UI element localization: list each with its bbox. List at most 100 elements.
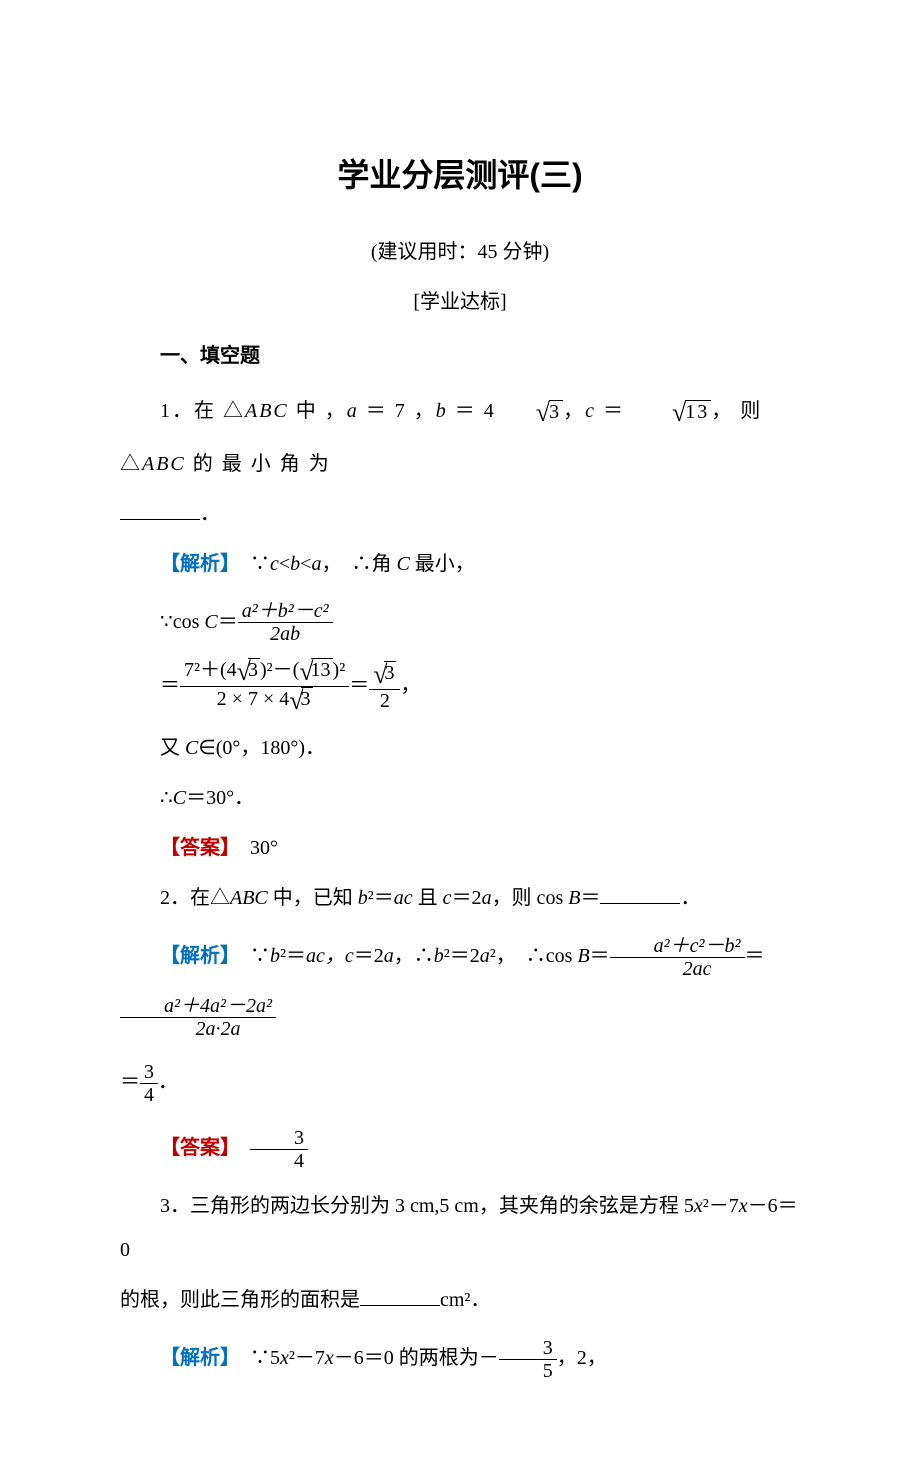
q2-an-b2: b [434,945,444,967]
q2-an-sq2: ²＝2 [444,945,480,967]
q2-frac3: 34 [140,1061,158,1106]
q2-frac1: a²＋c²－b²2ac [610,935,745,980]
answer-label-2: 【答案】 [160,1137,230,1159]
q2-an-B: B [577,945,589,967]
q3f1d: 5 [499,1360,557,1382]
q1-period: ． [200,503,220,525]
q3-stem-2: 的根，则此三角形的面积是cm²． [120,1278,800,1322]
q1-cos-line2: ＝7²＋(4√3)²－(√13)²2 × 7 × 4√3＝√32， [160,658,800,716]
eq-l2: ＝ [160,674,180,696]
q2-analysis-cont: ＝34． [120,1052,800,1112]
frac1-num: a²＋b²－c² [238,600,333,623]
q3-an-t2: ²－7 [289,1347,325,1369]
sqrt-13-a: √13 [632,384,711,441]
sqrt-3-a: √3 [496,384,563,441]
q1-mid1: 中 ， [289,401,347,423]
q3-frac1: 35 [499,1337,557,1382]
q2-eq2a: ＝2 [452,887,482,909]
l4-C: C [173,787,186,809]
q1-a: a [347,401,359,423]
q1-abc2: ABC [142,453,186,475]
q2-frac2: a²＋4a²－2a²2a·2a [120,995,276,1040]
q1-pre: 1．在 △ [160,401,245,423]
q2-answer: 【答案】 34 [120,1118,800,1178]
answer-label: 【答案】 [160,837,230,859]
q2-an-a2: a [480,945,490,967]
q1-b: b [436,401,448,423]
frac-2: 7²＋(4√3)²－(√13)²2 × 7 × 4√3 [180,658,349,716]
q1-c: c [585,401,596,423]
q2f1d: 2ac [610,958,745,980]
q2f3n: 3 [140,1061,158,1084]
q2-an-eq2a: ＝2 [354,945,384,967]
frac-3: √32 [369,661,400,713]
q1-cos-line1: ∵cos C＝a²＋b²－c²2ab [160,596,800,648]
q1-an-t2: ， ∴角 [321,553,396,575]
analysis-label-3: 【解析】 [160,1347,230,1369]
cos-pre: ∵cos [160,611,204,633]
q2-an-c: ，c [325,945,354,967]
q3-x2: x [739,1195,748,1217]
l3-C: C [185,737,198,759]
q2f2n: a²＋4a²－2a² [120,995,276,1018]
q3-an-t1: ∵5 [230,1347,280,1369]
doc-title: 学业分层测评(三) [120,140,800,210]
q2-ans-frac: 34 [250,1127,308,1172]
q2-t1: 中，已知 [268,887,358,909]
frac2-den: 2 × 7 × 4√3 [180,687,349,716]
q2-t2: 且 [413,887,443,909]
q3-an-t4: ，2， [557,1347,607,1369]
q2-an-t1: ∵ [230,945,270,967]
q2-period: ． [680,887,700,909]
q1-tail2: 的 最 小 角 为 [186,453,331,475]
q3-stem: 3．三角形的两边长分别为 3 cm,5 cm，其夹角的余弦是方程 5x²－7x－… [120,1184,800,1272]
q1-an-t1: ∵ [230,553,270,575]
q1-an-c: c [270,553,279,575]
blank-field-3 [360,1285,440,1306]
l4-t: ＝30°． [186,787,254,809]
q2-t4: ＝ [580,887,600,909]
l4-pre: ∴ [160,787,173,809]
q1-comma: ， [400,674,420,696]
q2-an-b: b [270,945,280,967]
q2-stem: 2．在△ABC 中，已知 b²＝ac 且 c＝2a，则 cos B＝． [120,876,800,920]
q1-an-t3: 最小， [410,553,475,575]
frac-1: a²＋b²－c²2ab [238,600,333,645]
q2-an-sq: ²＝ [280,945,306,967]
q2-t3: ，则 cos [492,887,569,909]
q2f1n: a²＋c²－b² [610,935,745,958]
q2f2d: 2a·2a [120,1018,276,1040]
q3-t1: 3．三角形的两边长分别为 3 cm,5 cm，其夹角的余弦是方程 5 [160,1195,694,1217]
q1-an-b: b [290,553,300,575]
q2-ac: ac [394,887,413,909]
heading-fill: 一、填空题 [120,334,800,378]
q1-line4: ∴C＝30°． [120,776,800,820]
q1-answer: 【答案】 30° [120,826,800,870]
q2-b: b [358,887,368,909]
q3-analysis: 【解析】 ∵5x²－7x－6＝0 的两根为－35，2， [120,1328,800,1388]
q3-an-x2: x [325,1347,334,1369]
q1-line3: 又 C∈(0°，180°)． [120,726,800,770]
q2-c: c [443,887,452,909]
q1-abc: ABC [245,401,289,423]
eq-l2b: ＝ [349,674,369,696]
q2-a: a [482,887,492,909]
q3-an-x: x [280,1347,289,1369]
q2-an-ac: ac [306,945,325,967]
q2-an-so: ，∴ [394,945,434,967]
q2-an-a: a [384,945,394,967]
q1-blank-line: ． [120,492,800,536]
q1-c1: ， [563,401,585,423]
frac3-den: 2 [369,690,400,712]
analysis-label: 【解析】 [160,553,230,575]
q2-sq: ²＝ [368,887,394,909]
cos-eq: ＝ [218,611,238,633]
q2an: 3 [250,1127,308,1150]
q1-an-C: C [396,553,409,575]
q2-B: B [568,887,580,909]
q1-ans-val: 30° [230,837,278,859]
doc-subtitle: (建议用时：45 分钟) [120,230,800,274]
section-header: [学业达标] [120,280,800,324]
q2-an-sq2b: ²， ∴cos [490,945,578,967]
q2-eq2: ＝ [745,945,765,967]
